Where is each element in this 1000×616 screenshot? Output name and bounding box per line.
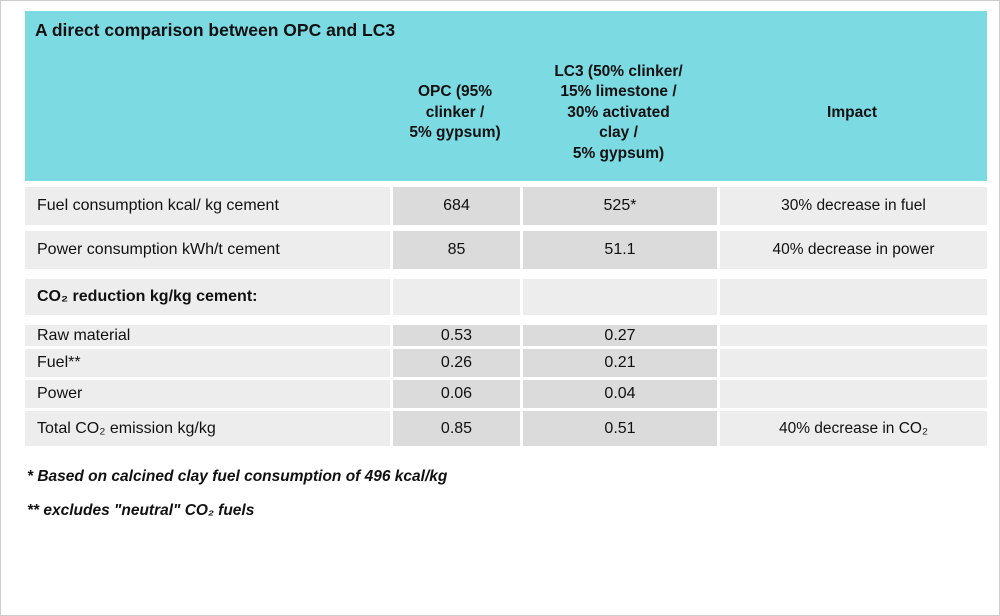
table-row: Power 0.06 0.04 (25, 377, 987, 408)
section-label: CO₂ reduction kg/kg cement: (25, 269, 390, 315)
comparison-table: A direct comparison between OPC and LC3 … (25, 11, 987, 446)
footnote-calcined-clay: * Based on calcined clay fuel consumptio… (27, 468, 448, 485)
impact-value: 40% decrease in CO₂ (717, 408, 987, 446)
opc-value: 0.06 (390, 377, 520, 408)
opc-value: 0.53 (390, 315, 520, 346)
table-row: Total CO₂ emission kg/kg 0.85 0.51 40% d… (25, 408, 987, 446)
impact-value (717, 315, 987, 346)
title-row: A direct comparison between OPC and LC3 (25, 11, 987, 45)
lc3-value: 0.51 (520, 408, 717, 446)
row-label: Fuel** (25, 346, 390, 377)
opc-value: 0.85 (390, 408, 520, 446)
opc-value: 85 (390, 225, 520, 269)
opc-value: 0.26 (390, 346, 520, 377)
row-label: Fuel consumption kcal/ kg cement (25, 181, 390, 225)
lc3-value: 0.21 (520, 346, 717, 377)
impact-value (717, 377, 987, 408)
column-header-empty (25, 45, 390, 181)
opc-value: 684 (390, 181, 520, 225)
lc3-value (520, 269, 717, 315)
lc3-value: 51.1 (520, 225, 717, 269)
table-row: Power consumption kWh/t cement 85 51.1 4… (25, 225, 987, 269)
column-header-row: OPC (95% clinker / 5% gypsum) LC3 (50% c… (25, 45, 987, 181)
table-section-row: CO₂ reduction kg/kg cement: (25, 269, 987, 315)
row-label: Power (25, 377, 390, 408)
column-header-opc: OPC (95% clinker / 5% gypsum) (390, 45, 520, 181)
row-label: Power consumption kWh/t cement (25, 225, 390, 269)
row-label: Raw material (25, 315, 390, 346)
impact-value: 40% decrease in power (717, 225, 987, 269)
column-header-lc3: LC3 (50% clinker/ 15% limestone / 30% ac… (520, 45, 717, 181)
table-row: Raw material 0.53 0.27 (25, 315, 987, 346)
column-header-impact: Impact (717, 45, 987, 181)
table-row: Fuel** 0.26 0.21 (25, 346, 987, 377)
table-row: Fuel consumption kcal/ kg cement 684 525… (25, 181, 987, 225)
impact-value: 30% decrease in fuel (717, 181, 987, 225)
table-title: A direct comparison between OPC and LC3 (25, 11, 987, 45)
footnotes: * Based on calcined clay fuel consumptio… (25, 468, 985, 520)
impact-value (717, 346, 987, 377)
opc-value (390, 269, 520, 315)
impact-value (717, 269, 987, 315)
lc3-value: 0.27 (520, 315, 717, 346)
row-label: Total CO₂ emission kg/kg (25, 408, 390, 446)
lc3-value: 0.04 (520, 377, 717, 408)
lc3-value: 525* (520, 181, 717, 225)
footnote-neutral-co2: ** excludes "neutral" CO₂ fuels (27, 502, 255, 519)
